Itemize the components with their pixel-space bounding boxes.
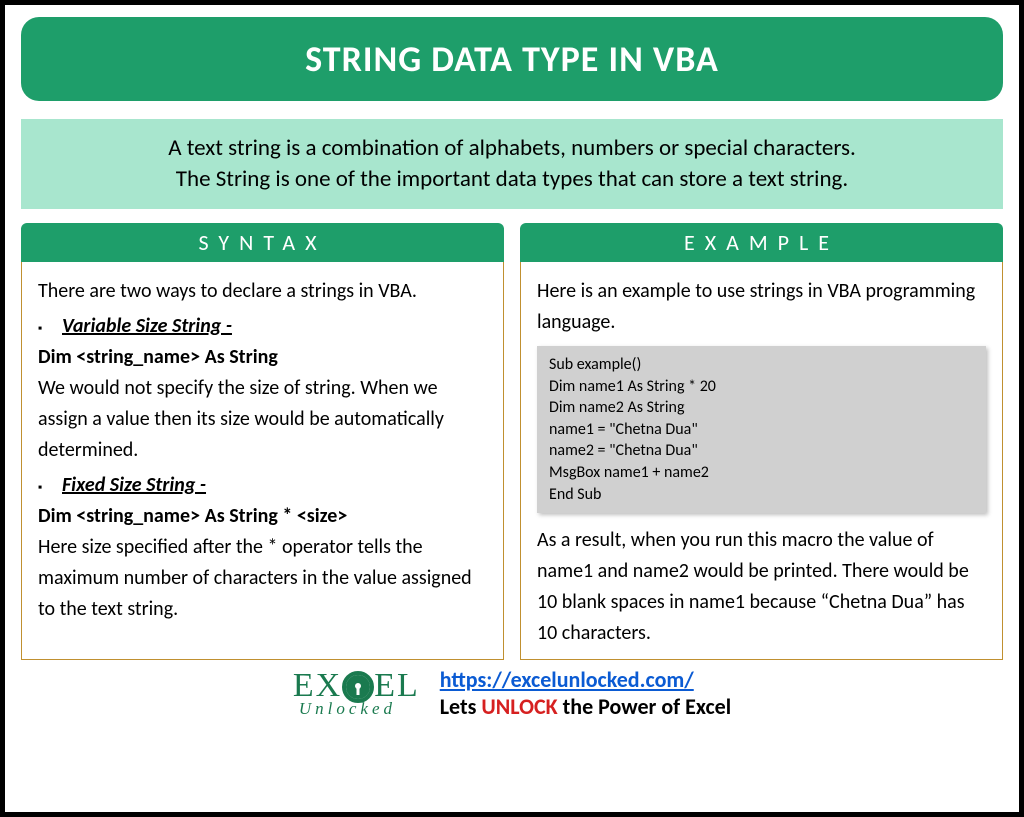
title-bar: STRING DATA TYPE IN VBA [21, 17, 1003, 101]
code-block: Sub example() Dim name1 As String * 20 D… [537, 346, 986, 513]
syntax-item-1: ▪ Variable Size String - [38, 311, 487, 342]
code-line: End Sub [549, 484, 974, 506]
excel-unlocked-logo: EX EL Unlocked [293, 671, 420, 716]
syntax-item-2-code: Dim <string_name> As String * <size> [38, 501, 487, 532]
example-header: EXAMPLE [520, 223, 1003, 262]
syntax-item-2-desc: Here size specified after the * operator… [38, 532, 487, 625]
syntax-item-1-code: Dim <string_name> As String [38, 342, 487, 373]
code-line: Dim name2 As String [549, 397, 974, 419]
tag-pre: Lets [440, 693, 482, 720]
logo-text-post: EL [374, 671, 420, 702]
tag-unlock: UNLOCK [481, 693, 557, 720]
bullet-icon: ▪ [38, 317, 52, 341]
example-result: As a result, when you run this macro the… [537, 525, 986, 649]
syntax-item-1-title: Variable Size String - [62, 311, 232, 342]
footer-tagline: Lets UNLOCK the Power of Excel [440, 693, 731, 720]
example-body: Here is an example to use strings in VBA… [520, 262, 1003, 660]
example-column: EXAMPLE Here is an example to use string… [520, 223, 1003, 660]
example-intro: Here is an example to use strings in VBA… [537, 276, 986, 338]
keyhole-icon [342, 671, 374, 703]
logo-text-pre: EX [293, 671, 342, 702]
code-line: MsgBox name1 + name2 [549, 462, 974, 484]
footer: EX EL Unlocked https://excelunlocked.com… [21, 666, 1003, 720]
bullet-icon: ▪ [38, 476, 52, 500]
syntax-header: SYNTAX [21, 223, 504, 262]
code-line: Sub example() [549, 354, 974, 376]
syntax-intro: There are two ways to declare a strings … [38, 276, 487, 307]
page-title: STRING DATA TYPE IN VBA [31, 37, 993, 81]
syntax-column: SYNTAX There are two ways to declare a s… [21, 223, 504, 660]
logo-subtext: Unlocked [299, 701, 396, 716]
content-columns: SYNTAX There are two ways to declare a s… [21, 223, 1003, 660]
code-line: Dim name1 As String * 20 [549, 376, 974, 398]
footer-right: https://excelunlocked.com/ Lets UNLOCK t… [440, 666, 731, 720]
syntax-body: There are two ways to declare a strings … [21, 262, 504, 660]
footer-link[interactable]: https://excelunlocked.com/ [440, 666, 694, 693]
intro-line-1: A text string is a combination of alphab… [41, 133, 983, 164]
intro-box: A text string is a combination of alphab… [21, 119, 1003, 209]
intro-line-2: The String is one of the important data … [41, 164, 983, 195]
document-frame: STRING DATA TYPE IN VBA A text string is… [0, 0, 1024, 817]
syntax-item-1-desc: We would not specify the size of string.… [38, 373, 487, 466]
syntax-item-2-title: Fixed Size String - [62, 470, 206, 501]
code-line: name2 = "Chetna Dua" [549, 440, 974, 462]
syntax-item-2: ▪ Fixed Size String - [38, 470, 487, 501]
tag-post: the Power of Excel [558, 693, 731, 720]
code-line: name1 = "Chetna Dua" [549, 419, 974, 441]
